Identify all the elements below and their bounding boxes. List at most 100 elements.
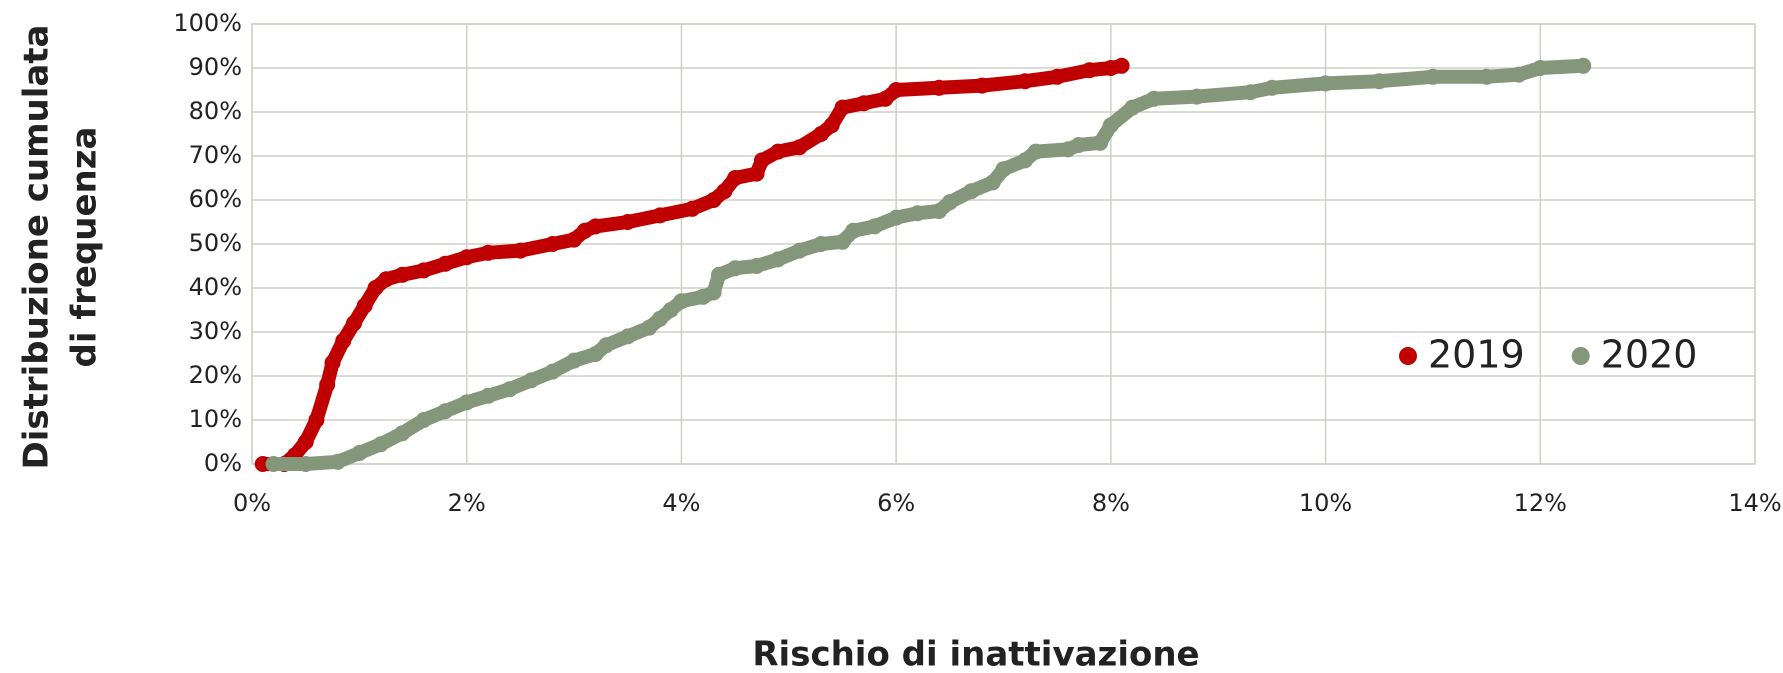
point <box>984 174 1001 191</box>
y-tick-label: 30% <box>189 317 242 345</box>
point <box>544 363 561 380</box>
point <box>1124 99 1141 116</box>
y-tick-label: 10% <box>189 405 242 433</box>
x-tick-label: 6% <box>877 489 915 517</box>
x-tick-label: 14% <box>1728 489 1781 517</box>
point <box>297 434 314 450</box>
point <box>791 242 808 259</box>
legend-marker <box>1571 347 1590 365</box>
x-tick-label: 10% <box>1299 489 1352 517</box>
point <box>941 194 958 211</box>
point <box>641 319 658 336</box>
point <box>1575 57 1592 74</box>
point <box>1242 84 1259 101</box>
point <box>1317 75 1334 92</box>
point <box>480 387 497 404</box>
point <box>866 218 883 235</box>
y-tick-label: 100% <box>173 9 242 37</box>
legend-label: 2019 <box>1428 333 1525 377</box>
point <box>845 222 862 239</box>
point <box>855 95 872 112</box>
y-tick-label: 60% <box>189 185 242 213</box>
point <box>523 372 540 389</box>
point <box>351 445 368 461</box>
point <box>834 99 851 116</box>
y-tick-label: 70% <box>189 141 242 169</box>
point <box>812 126 829 142</box>
point <box>995 161 1012 178</box>
point <box>1081 62 1098 79</box>
point <box>748 258 765 274</box>
point <box>974 77 991 94</box>
point <box>265 456 282 472</box>
x-tick-label: 12% <box>1514 489 1567 517</box>
point <box>415 412 432 428</box>
point <box>1049 68 1066 85</box>
point <box>598 337 615 354</box>
y-tick-label: 80% <box>189 97 242 125</box>
point <box>1145 90 1162 107</box>
y-axis-title: Distribuzione cumulata <box>17 24 57 469</box>
point <box>1016 73 1033 90</box>
point <box>662 302 679 318</box>
y-tick-label: 20% <box>189 361 242 389</box>
point <box>394 266 411 283</box>
legend-label: 2020 <box>1601 333 1698 377</box>
point <box>705 192 722 208</box>
point <box>480 244 497 261</box>
point <box>544 236 561 252</box>
series <box>254 57 1130 472</box>
point <box>727 170 744 186</box>
y-tick-label: 0% <box>204 449 242 477</box>
point <box>566 352 583 369</box>
series <box>265 57 1592 472</box>
point <box>372 436 389 453</box>
y-axis-title: di frequenza <box>65 127 105 368</box>
point <box>345 315 362 332</box>
point <box>1102 117 1119 134</box>
y-tick-label: 90% <box>189 53 242 81</box>
x-axis-title: Rischio di inattivazione <box>752 635 1199 673</box>
point <box>651 207 668 224</box>
point <box>437 403 454 420</box>
point <box>1092 134 1109 151</box>
point <box>705 284 722 301</box>
point <box>888 209 905 226</box>
point <box>378 271 395 288</box>
point <box>1263 79 1280 96</box>
point <box>324 354 341 371</box>
point <box>753 152 770 169</box>
point <box>319 376 336 393</box>
point <box>684 200 701 217</box>
point <box>297 456 314 472</box>
point <box>566 231 583 248</box>
point <box>877 90 894 107</box>
point <box>931 79 948 96</box>
point <box>356 297 373 314</box>
point <box>587 218 604 235</box>
point <box>415 262 432 279</box>
point <box>308 412 325 428</box>
point <box>727 260 744 277</box>
point <box>1478 68 1495 85</box>
point <box>619 328 636 345</box>
point <box>329 453 346 470</box>
point <box>1510 66 1527 83</box>
point <box>711 266 728 283</box>
series-trace <box>255 58 1129 471</box>
point <box>673 293 690 310</box>
point <box>748 165 765 182</box>
x-tick-label: 8% <box>1092 489 1130 517</box>
point <box>587 346 604 362</box>
point <box>335 332 352 349</box>
y-tick-label: 50% <box>189 229 242 257</box>
x-tick-label: 4% <box>662 489 700 517</box>
point <box>909 205 926 222</box>
point <box>791 139 808 156</box>
point <box>1424 68 1441 85</box>
legend-marker <box>1399 347 1417 365</box>
point <box>931 203 948 219</box>
point <box>458 394 475 411</box>
